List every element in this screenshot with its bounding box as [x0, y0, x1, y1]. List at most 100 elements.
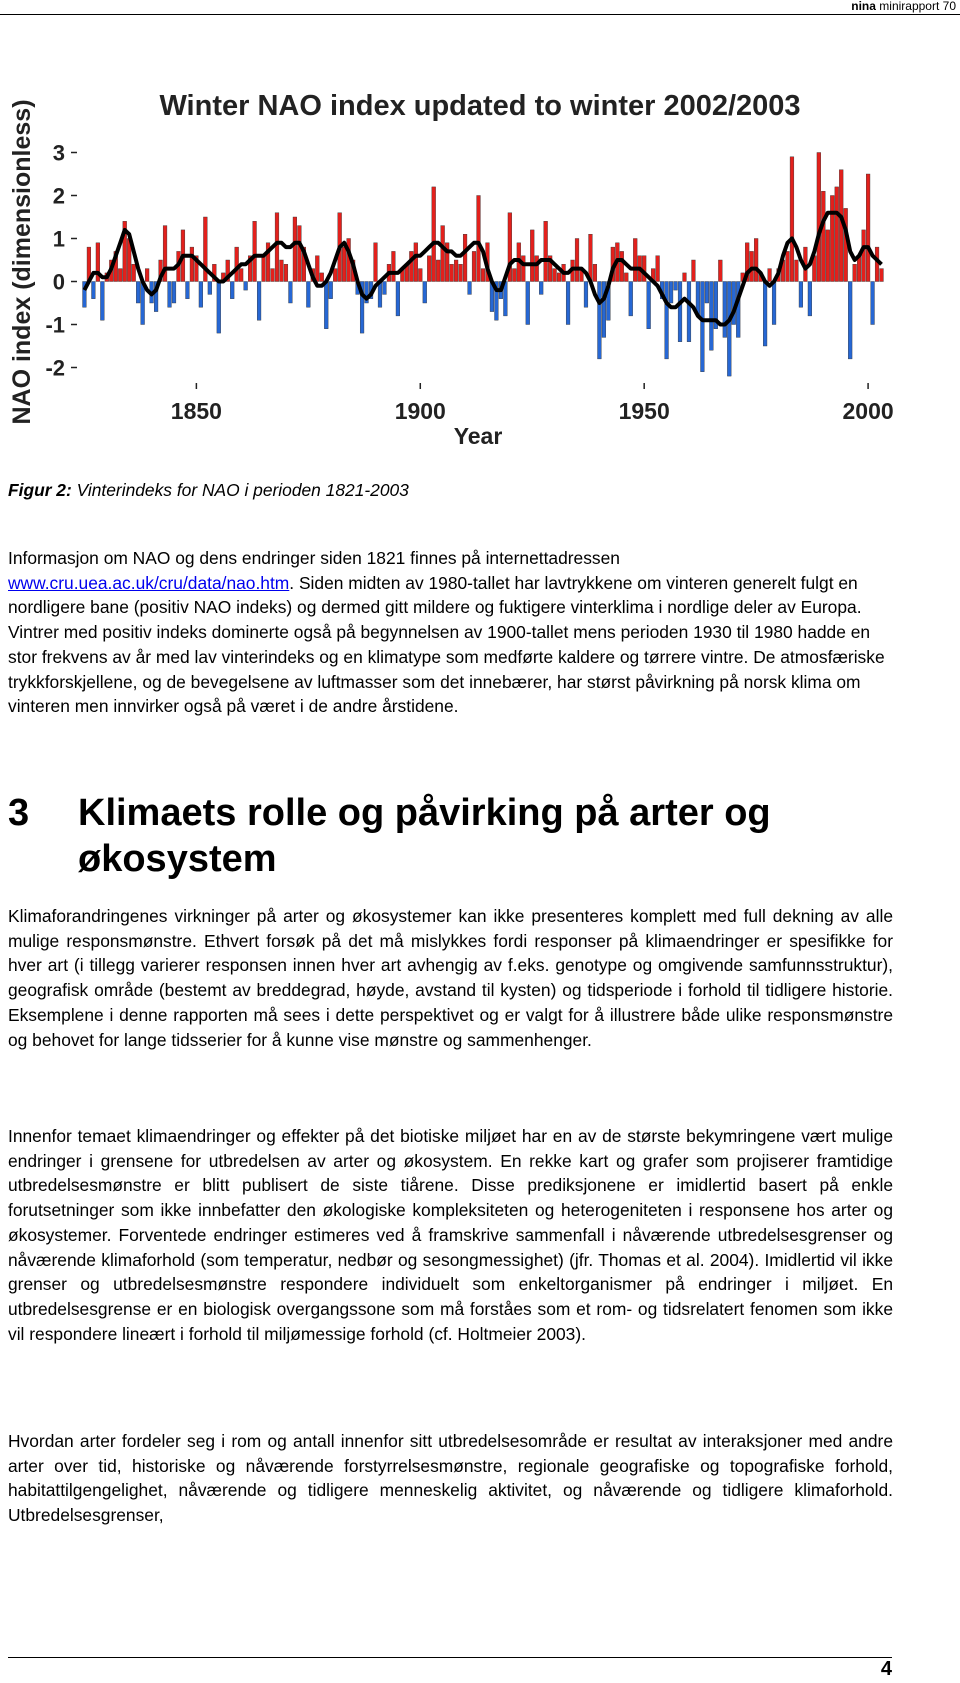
figure-caption: Figur 2: Vinterindeks for NAO i perioden… [8, 478, 893, 503]
header-rule [0, 14, 960, 15]
bar [207, 281, 212, 295]
bar [203, 216, 208, 282]
bar [655, 255, 660, 282]
y-axis-label: NAO index (dimensionless) [8, 99, 36, 424]
y-tick-label: -2 [45, 356, 65, 381]
bar [686, 281, 692, 342]
bar [198, 281, 203, 308]
y-tick-label: 1 [53, 227, 65, 252]
bar [391, 251, 396, 282]
bar [530, 229, 535, 282]
bar [597, 281, 602, 360]
bar [315, 255, 320, 282]
bar [145, 268, 150, 282]
bar [409, 251, 414, 282]
bar [422, 281, 427, 304]
bar [798, 281, 803, 308]
bar [534, 255, 539, 282]
section-number: 3 [8, 792, 30, 834]
bar [427, 255, 432, 282]
paragraph: Klimaforandringenes virkninger på arter … [8, 906, 893, 1050]
text: . Siden midten av 1980-tallet har lavtry… [8, 572, 885, 717]
x-tick-label: 1850 [171, 398, 222, 424]
bar [861, 229, 866, 282]
bar [673, 281, 678, 291]
y-tick-label: 0 [53, 270, 65, 295]
bar [288, 281, 293, 304]
bar [359, 281, 365, 334]
bar [136, 281, 141, 304]
page-number: 4 [880, 1658, 892, 1680]
y-tick-label: -1 [45, 313, 65, 338]
bar [454, 259, 459, 282]
bar [700, 281, 705, 373]
bar [154, 281, 159, 312]
bar [462, 233, 468, 282]
bar [413, 242, 418, 282]
bar [167, 281, 172, 308]
bar [807, 281, 812, 317]
bar [118, 268, 123, 282]
y-tick-label: 3 [53, 141, 65, 166]
bar [440, 225, 445, 282]
bar [749, 251, 754, 282]
bar [722, 281, 727, 338]
bar [668, 281, 674, 304]
bar [754, 238, 759, 282]
bar [718, 259, 723, 282]
bar [583, 281, 589, 308]
bar [704, 281, 709, 304]
bar [619, 251, 624, 282]
bar [274, 212, 280, 282]
bar [395, 281, 400, 317]
bar [825, 229, 830, 282]
bar [682, 272, 687, 282]
bar [821, 190, 826, 282]
bar [548, 255, 553, 282]
bar [467, 281, 472, 295]
bar [449, 264, 454, 282]
bar [256, 281, 262, 321]
bar [91, 281, 96, 299]
bar [628, 281, 633, 317]
bar [194, 255, 199, 282]
bar [297, 225, 302, 282]
caption-label: Figur 2: [8, 480, 72, 500]
section-title: Klimaets rolle og påvirking på arter og … [78, 792, 771, 880]
bar [292, 216, 297, 282]
bar [342, 246, 347, 282]
bar [539, 281, 544, 295]
bar [225, 259, 230, 282]
bar [588, 233, 593, 282]
bar [283, 264, 289, 282]
footer-rule [8, 1657, 892, 1658]
bar [216, 281, 221, 334]
bar [480, 268, 486, 282]
bar [252, 221, 257, 282]
bar [601, 281, 606, 338]
bar [574, 238, 580, 282]
header-report: minirapport 70 [879, 0, 956, 13]
bar [328, 281, 333, 299]
link[interactable]: www.cru.uea.ac.uk/cru/data/nao.htm [8, 572, 290, 593]
y-tick-label: 2 [53, 184, 65, 209]
bar [265, 242, 271, 282]
bar [364, 281, 369, 304]
bar [189, 246, 194, 282]
text: Informasjon om NAO og dens endringer sid… [8, 548, 620, 568]
bar [494, 281, 499, 321]
bar [418, 268, 423, 282]
bar [324, 281, 329, 329]
paragraph: Hvordan arter fordeler seg i rom og anta… [8, 1431, 893, 1526]
bar [100, 281, 105, 321]
bar [745, 242, 750, 282]
bar [382, 281, 387, 295]
bar [507, 212, 512, 282]
bar [709, 281, 714, 351]
bar [82, 281, 87, 308]
bar [848, 281, 853, 360]
bar [794, 259, 799, 282]
bar [870, 281, 875, 325]
bar [592, 264, 598, 282]
x-tick-label: 1900 [395, 398, 446, 424]
